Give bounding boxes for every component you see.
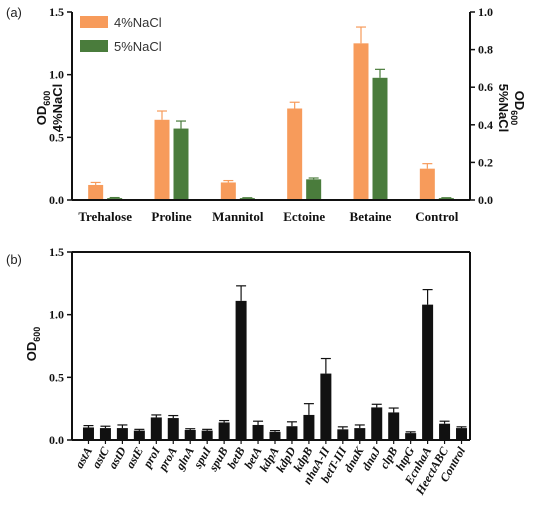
bar-4pct-mannitol	[220, 182, 236, 200]
bar-proa	[167, 418, 179, 440]
legend-label-5pct: 5%NaCl	[114, 39, 162, 54]
right-tick-label: 0.4	[478, 118, 493, 132]
left-tick-label: 0.0	[49, 193, 64, 207]
bar-kdpd	[286, 426, 298, 440]
y-tick-label: 1.5	[49, 245, 64, 259]
bar-4pct-proline	[154, 119, 170, 200]
category-label-control: Control	[415, 209, 458, 224]
panel-a-right-axis-title: OD6005%NaCl	[496, 84, 527, 132]
right-tick-label: 0.6	[478, 80, 493, 94]
bar-astd	[116, 428, 128, 440]
left-tick-label: 1.0	[49, 68, 64, 82]
bar-astc	[99, 428, 111, 440]
right-tick-label: 0.2	[478, 155, 493, 169]
bar-nhaa-ii	[320, 373, 332, 440]
panel-a-chart: (a) Trehalose Proline Mannitol Ectoine Betai…	[6, 5, 527, 224]
panel-b-axes: astAastCastDastEproIproAglnAspuIspuBbetB…	[49, 245, 471, 498]
bar-kdpb	[303, 414, 315, 440]
y-tick-label: 0.5	[49, 370, 64, 384]
panel-b-label: (b)	[6, 252, 22, 267]
panel-b-chart: (b) astAastCastDastEproIproAglnAspuIspuB…	[6, 245, 471, 498]
category-label-ectoine: Ectoine	[283, 209, 325, 224]
y-tick-label: 0.0	[49, 433, 64, 447]
legend-label-4pct: 4%NaCl	[114, 15, 162, 30]
panel-b-axis-title: OD600	[24, 327, 42, 362]
bar-beta	[252, 424, 264, 440]
right-tick-label: 1.0	[478, 5, 493, 19]
bar-clpb	[388, 412, 400, 440]
bar-aste	[133, 430, 145, 440]
panel-b-bars	[82, 285, 468, 440]
bar-dnaj	[371, 407, 383, 440]
bar-5pct-ectoine	[306, 179, 322, 200]
bar-4pct-betaine	[353, 43, 369, 201]
left-tick-label: 1.5	[49, 5, 64, 19]
bar-asta	[82, 427, 94, 440]
bar-proi	[150, 417, 162, 440]
bar-4pct-ectoine	[287, 108, 303, 200]
bar-4pct-control	[419, 168, 435, 200]
bar-htpg	[405, 433, 417, 440]
right-tick-label: 0.0	[478, 193, 493, 207]
legend-swatch-4pct	[80, 16, 108, 28]
panel-a-left-axis-title: OD6004%NaCl	[34, 84, 65, 132]
bar-bett-iii	[337, 429, 349, 440]
category-label-mannitol: Mannitol	[212, 209, 264, 224]
bar-4pct-trehalose	[88, 184, 104, 200]
bar-5pct-proline	[173, 128, 189, 200]
bar-betb	[235, 300, 247, 440]
bar-spui	[201, 430, 213, 440]
panel-a-label: (a)	[6, 5, 22, 20]
bar-heectabc	[439, 423, 451, 440]
category-label-betaine: Betaine	[350, 209, 392, 224]
bar-spub	[218, 422, 230, 440]
right-tick-label: 0.8	[478, 43, 493, 57]
category-label-trehalose: Trehalose	[78, 209, 132, 224]
bar-control	[456, 428, 468, 440]
bar-ecnhaa	[422, 304, 434, 440]
panel-a-legend: 4%NaCl 5%NaCl	[80, 15, 162, 54]
legend-swatch-5pct	[80, 40, 108, 52]
bar-5pct-betaine	[372, 77, 388, 200]
bar-kdpa	[269, 431, 281, 440]
y-tick-label: 1.0	[49, 308, 64, 322]
bar-glna	[184, 429, 196, 440]
left-tick-label: 0.5	[49, 130, 64, 144]
category-label-proline: Proline	[151, 209, 191, 224]
bar-dnak	[354, 428, 366, 440]
panel-a-axes: Trehalose Proline Mannitol Ectoine Betaine Co…	[49, 5, 493, 224]
